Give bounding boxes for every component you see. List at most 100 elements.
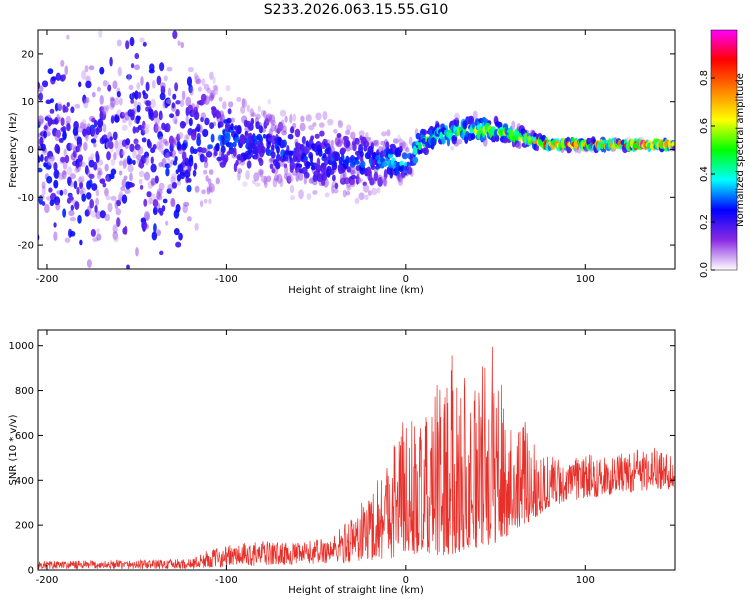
spectrogram-cell (206, 87, 212, 94)
spectrogram-cell (316, 157, 321, 167)
spectrogram-cell (368, 145, 374, 155)
spectrogram-cell (45, 131, 51, 137)
spectrogram-cell (328, 168, 335, 175)
spectrogram-cell (349, 165, 356, 175)
spectrogram-cell (134, 144, 141, 151)
spectrogram-cell (334, 136, 340, 146)
spectrogram-cell (142, 90, 146, 96)
spectrogram-cell (41, 201, 46, 207)
spectrogram-cell (127, 73, 131, 82)
spectrogram-y-tick-label: -20 (18, 241, 34, 252)
spectrogram-cell (115, 208, 122, 216)
spectrogram-cell (417, 142, 423, 151)
snr-y-tick-label: 600 (15, 431, 34, 442)
spectrogram-cell (389, 170, 394, 179)
spectrogram-cell (235, 159, 239, 167)
spectrogram-cell (55, 72, 61, 82)
spectrogram-cell (110, 158, 116, 166)
spectrogram-cell (53, 162, 58, 171)
spectrogram-cell (174, 156, 178, 162)
spectrogram-cell (517, 140, 522, 149)
spectrogram-cell (308, 124, 315, 131)
spectrogram-cell (210, 133, 215, 143)
spectrogram-cell (118, 97, 123, 106)
spectrogram-cell (158, 110, 163, 121)
spectrogram-cell (383, 176, 388, 187)
spectrogram-cell (67, 176, 72, 186)
spectrogram-cell (76, 158, 83, 167)
spectrogram-cell (76, 143, 82, 153)
spectrogram-cell (209, 122, 215, 130)
spectrogram-cell (236, 124, 242, 135)
spectrogram-cell (270, 135, 277, 145)
spectrogram-cell (398, 138, 404, 146)
spectrogram-cell (65, 115, 71, 124)
spectrogram-cell (97, 167, 102, 173)
spectrogram-cell (279, 109, 287, 117)
spectrogram-blob-group (38, 30, 675, 269)
spectrogram-cell (327, 118, 334, 126)
spectrogram-cell (346, 166, 352, 173)
colorbar-tick-label: 0.2 (699, 214, 710, 230)
spectrogram-cell (281, 130, 287, 136)
spectrogram-cell (44, 155, 49, 163)
spectrogram-cell (57, 103, 62, 111)
spectrogram-cell (164, 220, 169, 226)
spectrogram-cell (53, 179, 59, 189)
snr-y-tick-label: 1000 (9, 341, 34, 352)
spectrogram-cell (294, 128, 301, 138)
spectrogram-cell (342, 170, 347, 180)
spectrogram-cell (133, 118, 138, 124)
spectrogram-cell (116, 199, 122, 207)
spectrogram-cell (84, 209, 90, 217)
spectrogram-cell (44, 203, 50, 214)
spectrogram-cell (345, 124, 352, 132)
spectrogram-cell (266, 149, 273, 157)
spectrogram-cell (398, 142, 404, 151)
spectrogram-cell (95, 189, 100, 197)
spectrogram-cell (176, 133, 181, 142)
spectrogram-cell (47, 150, 54, 160)
spectrogram-cell (74, 201, 80, 210)
spectrogram-cell (184, 157, 189, 163)
snr-x-tick-label: -200 (36, 575, 59, 586)
spectrogram-cell (38, 162, 41, 170)
spectrogram-cell (216, 142, 220, 152)
spectrogram-cell (350, 174, 357, 180)
spectrogram-cell (367, 173, 373, 182)
spectrogram-cell (514, 140, 520, 148)
spectrogram-cell (396, 173, 403, 183)
spectrogram-cell (56, 145, 61, 155)
spectrogram-cell (118, 160, 123, 167)
spectrogram-cell (150, 156, 154, 164)
spectrogram-cell (321, 179, 326, 186)
spectrogram-cell (151, 231, 158, 241)
spectrogram-cell (104, 163, 109, 172)
spectrogram-cell (322, 110, 328, 120)
spectrogram-cell (171, 198, 176, 208)
spectrogram-cell (88, 65, 95, 71)
spectrogram-cell (354, 137, 360, 145)
spectrogram-cell (352, 142, 357, 152)
spectrogram-cell (102, 123, 107, 133)
spectrogram-cell (334, 182, 339, 190)
spectrogram-cell (381, 131, 387, 137)
spectrogram-cell (482, 137, 488, 147)
spectrogram-cell (263, 175, 268, 185)
spectrogram-cell (38, 138, 44, 145)
spectrogram-cell (206, 185, 213, 193)
spectrogram-cell (164, 163, 171, 169)
spectrogram-cell (324, 139, 331, 145)
spectrogram-cell (305, 114, 312, 122)
spectrogram-cell (133, 64, 140, 71)
spectrogram-cell (103, 106, 108, 116)
spectrogram-cell (209, 95, 214, 102)
spectrogram-cell (270, 151, 276, 159)
snr-x-ticks: -200 -100 0 100 (36, 330, 595, 586)
spectrogram-cell (159, 250, 164, 256)
spectrogram-cell (240, 105, 246, 115)
spectrogram-cell (77, 214, 82, 224)
spectrogram-cell (119, 111, 126, 119)
spectrogram-cell (138, 178, 143, 185)
spectrogram-cell (84, 96, 90, 104)
